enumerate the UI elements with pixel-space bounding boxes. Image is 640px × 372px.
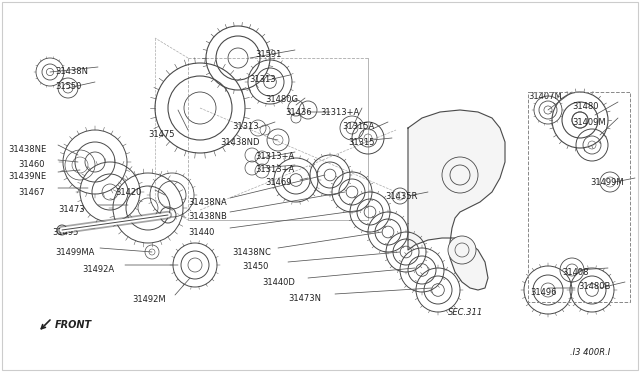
Text: 31591: 31591 — [255, 50, 282, 59]
Text: 31438ND: 31438ND — [220, 138, 259, 147]
Polygon shape — [408, 110, 505, 290]
Text: .I3 400R.I: .I3 400R.I — [570, 348, 611, 357]
Text: 31408: 31408 — [562, 268, 589, 277]
Text: 31313+A: 31313+A — [255, 165, 294, 174]
Text: 31460: 31460 — [18, 160, 45, 169]
Text: 31492A: 31492A — [82, 265, 114, 274]
Text: 31438NA: 31438NA — [188, 198, 227, 207]
Text: 31480B: 31480B — [578, 282, 611, 291]
Text: 31438NB: 31438NB — [188, 212, 227, 221]
Text: 31407M: 31407M — [528, 92, 562, 101]
Text: 31499MA: 31499MA — [55, 248, 94, 257]
Text: 31315A: 31315A — [342, 122, 374, 131]
Text: 31438NC: 31438NC — [232, 248, 271, 257]
Text: 31475: 31475 — [148, 130, 175, 139]
Text: 31313: 31313 — [232, 122, 259, 131]
Text: 31315: 31315 — [348, 138, 374, 147]
Text: 31420: 31420 — [115, 188, 141, 197]
Text: 31499M: 31499M — [590, 178, 623, 187]
Text: 31439NE: 31439NE — [8, 172, 46, 181]
Text: 31438NE: 31438NE — [8, 145, 46, 154]
Text: 31436: 31436 — [285, 108, 312, 117]
Text: FRONT: FRONT — [55, 320, 92, 330]
Text: 31473N: 31473N — [288, 294, 321, 303]
Text: 31495: 31495 — [52, 228, 78, 237]
Text: 31409M: 31409M — [572, 118, 605, 127]
Text: 31467: 31467 — [18, 188, 45, 197]
Text: 31473: 31473 — [58, 205, 84, 214]
Text: 31550: 31550 — [55, 82, 81, 91]
Text: SEC.311: SEC.311 — [448, 308, 483, 317]
Text: 31480: 31480 — [572, 102, 598, 111]
Text: 31440D: 31440D — [262, 278, 295, 287]
Text: 31313+A: 31313+A — [255, 152, 294, 161]
Text: 31313: 31313 — [249, 75, 276, 84]
Text: 31435R: 31435R — [385, 192, 417, 201]
Text: 31496: 31496 — [530, 288, 557, 297]
Text: 31492M: 31492M — [132, 295, 166, 304]
Text: 31480G: 31480G — [265, 95, 298, 104]
Text: 31313+A: 31313+A — [320, 108, 359, 117]
Circle shape — [448, 236, 476, 264]
Text: 31438N: 31438N — [55, 67, 88, 76]
Text: 31469: 31469 — [265, 178, 291, 187]
Text: 31450: 31450 — [242, 262, 268, 271]
Text: 31440: 31440 — [188, 228, 214, 237]
Circle shape — [442, 157, 478, 193]
